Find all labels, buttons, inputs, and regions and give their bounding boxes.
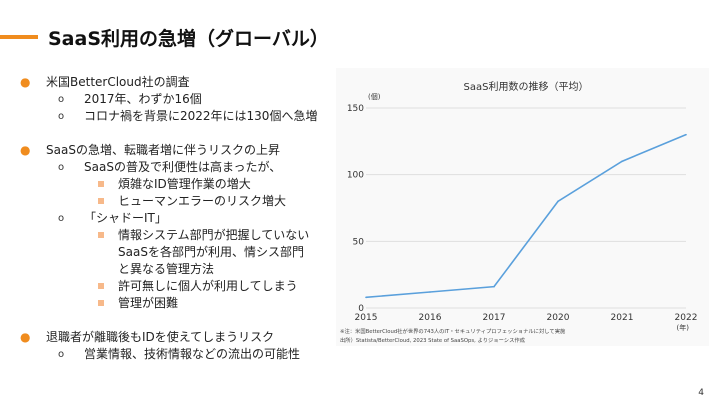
source-note: 出所）Statista/BetterCloud, 2023 State of S… bbox=[340, 336, 526, 344]
chart-panel: SaaS利用数の推移（平均） (個) 0 50 100 150 2015 2016 2017 20… bbox=[336, 68, 709, 346]
line-chart: SaaS利用数の推移（平均） (個) 0 50 100 150 2015 2016 2017 20… bbox=[340, 80, 698, 344]
list-item-text: コロナ禍を背景に2022年には130個へ急増 bbox=[84, 109, 318, 123]
list-item: と異なる管理方法 bbox=[20, 261, 340, 278]
list-item-text: SaaSの急増、転職者増に伴うリスクの上昇 bbox=[46, 143, 280, 157]
list-item: ● 退職者が離職後もIDを使えてしまうリスク bbox=[20, 329, 340, 346]
data-point bbox=[685, 133, 687, 136]
source-note: ※注：米国BetterCloud社が世界の743人のIT・セキュリティプロフェッ… bbox=[340, 327, 566, 335]
bullet-square-icon bbox=[98, 232, 104, 238]
bullet-circle-icon: o bbox=[58, 94, 65, 105]
bullet-circle-icon: o bbox=[58, 162, 65, 173]
list-item: 情報システム部門が把握していない bbox=[20, 227, 340, 244]
title-accent-bar bbox=[0, 35, 38, 39]
y-axis-unit: (個) bbox=[368, 92, 381, 101]
page-number: 4 bbox=[698, 388, 704, 398]
list-item: o SaaSの普及で利便性は高まったが、 bbox=[20, 159, 340, 176]
y-tick-label: 50 bbox=[353, 237, 365, 247]
list-item: o コロナ禍を背景に2022年には130個へ急増 bbox=[20, 108, 340, 125]
bullet-circle-icon: o bbox=[58, 349, 65, 360]
list-item: ● SaaSの急増、転職者増に伴うリスクの上昇 bbox=[20, 142, 340, 159]
list-item: ヒューマンエラーのリスク増大 bbox=[20, 193, 340, 210]
bullet-dot-icon: ● bbox=[20, 330, 31, 344]
list-item: o 2017年、わずか16個 bbox=[20, 91, 340, 108]
list-item: o 「シャドーIT」 bbox=[20, 210, 340, 227]
slide-title: SaaS利用の急増（グローバル） bbox=[48, 28, 329, 50]
list-item-text: 情報システム部門が把握していない bbox=[118, 228, 310, 242]
y-tick-label: 0 bbox=[358, 304, 364, 314]
data-point bbox=[557, 200, 559, 203]
chart-title: SaaS利用数の推移（平均） bbox=[464, 80, 589, 93]
list-spacer bbox=[20, 125, 340, 142]
list-item: ● 米国BetterCloud社の調査 bbox=[20, 74, 340, 91]
data-point bbox=[621, 160, 623, 163]
y-tick-label: 100 bbox=[347, 171, 364, 181]
list-item-text: 営業情報、技術情報などの流出の可能性 bbox=[84, 347, 301, 361]
list-item: SaaSを各部門が利用、情シス部門 bbox=[20, 244, 340, 261]
list-item-text: と異なる管理方法 bbox=[118, 262, 215, 276]
bullet-dot-icon: ● bbox=[20, 143, 31, 157]
series-line bbox=[365, 133, 687, 299]
bullet-circle-icon: o bbox=[58, 213, 65, 224]
bullet-square-icon bbox=[98, 283, 104, 289]
list-item-text: 管理が困難 bbox=[118, 296, 179, 310]
bullet-list: ● 米国BetterCloud社の調査 o 2017年、わずか16個 o コロナ禍を背景に… bbox=[20, 74, 340, 363]
x-tick-label: 2020 bbox=[547, 313, 570, 323]
list-item-text: ヒューマンエラーのリスク増大 bbox=[118, 194, 287, 208]
list-item-text: SaaSの普及で利便性は高まったが、 bbox=[84, 160, 282, 174]
bullet-circle-icon: o bbox=[58, 111, 65, 122]
list-item-text: 米国BetterCloud社の調査 bbox=[46, 75, 190, 89]
bullet-square-icon bbox=[98, 300, 104, 306]
data-point bbox=[429, 291, 431, 293]
list-item-text: 「シャドーIT」 bbox=[84, 211, 167, 225]
data-point bbox=[365, 296, 367, 299]
x-tick-label: 2022 bbox=[675, 313, 698, 323]
bullet-square-icon bbox=[98, 198, 104, 204]
x-tick-label: 2015 bbox=[355, 313, 378, 323]
list-item: 煩雑なID管理作業の増大 bbox=[20, 176, 340, 193]
list-item: 管理が困難 bbox=[20, 295, 340, 312]
list-item: o 営業情報、技術情報などの流出の可能性 bbox=[20, 346, 340, 363]
x-tick-label: 2017 bbox=[483, 313, 506, 323]
y-tick-label: 150 bbox=[347, 104, 364, 114]
x-tick-label: 2016 bbox=[419, 313, 442, 323]
list-item-text: 2017年、わずか16個 bbox=[84, 92, 202, 106]
list-item-text: SaaSを各部門が利用、情シス部門 bbox=[118, 245, 304, 259]
list-item-text: 退職者が離職後もIDを使えてしまうリスク bbox=[46, 330, 275, 344]
list-spacer bbox=[20, 312, 340, 329]
x-tick-label: 2021 bbox=[611, 313, 634, 323]
bullet-square-icon bbox=[98, 181, 104, 187]
x-axis-unit: (年) bbox=[677, 323, 690, 332]
data-point bbox=[493, 285, 495, 288]
list-item-text: 煩雑なID管理作業の増大 bbox=[118, 177, 251, 191]
list-item-text: 許可無しに個人が利用してしまう bbox=[118, 279, 298, 293]
bullet-dot-icon: ● bbox=[20, 75, 31, 89]
list-item: 許可無しに個人が利用してしまう bbox=[20, 278, 340, 295]
